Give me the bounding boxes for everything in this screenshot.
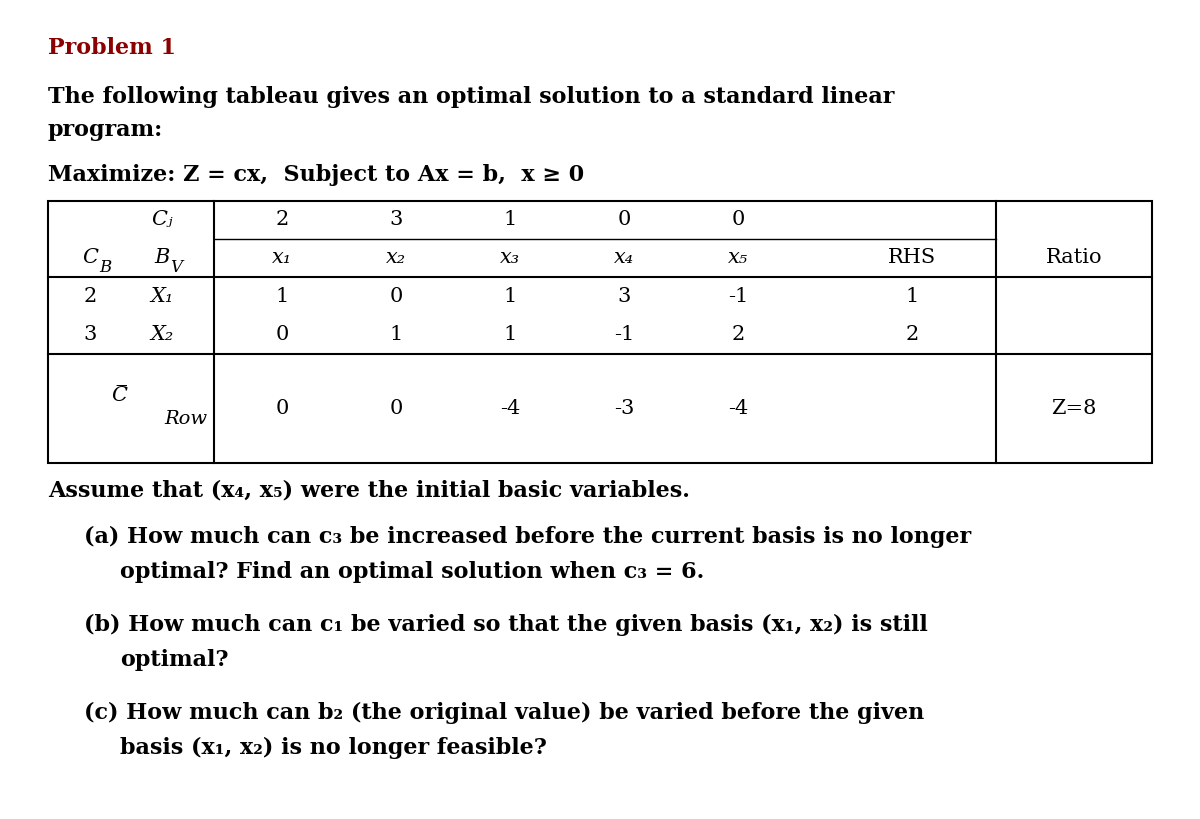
- Text: C: C: [82, 248, 98, 268]
- Text: 3: 3: [389, 210, 403, 229]
- Text: -1: -1: [614, 325, 634, 344]
- Text: B: B: [100, 260, 112, 276]
- Text: -4: -4: [728, 399, 748, 418]
- Text: 0: 0: [275, 399, 289, 418]
- Text: 1: 1: [503, 325, 517, 344]
- Text: 1: 1: [503, 210, 517, 229]
- Text: Cⱼ: Cⱼ: [151, 210, 173, 229]
- Text: 2: 2: [275, 210, 289, 229]
- Text: 2: 2: [83, 287, 97, 305]
- Text: Assume that (x₄, x₅) were the initial basic variables.: Assume that (x₄, x₅) were the initial ba…: [48, 479, 690, 501]
- Text: Problem 1: Problem 1: [48, 37, 176, 59]
- Text: (b) How much can c₁ be varied so that the given basis (x₁, x₂) is still: (b) How much can c₁ be varied so that th…: [84, 614, 928, 636]
- Text: optimal? Find an optimal solution when c₃ = 6.: optimal? Find an optimal solution when c…: [120, 561, 704, 583]
- Text: 1: 1: [503, 287, 517, 305]
- Text: -4: -4: [500, 399, 520, 418]
- Text: -1: -1: [728, 287, 748, 305]
- Bar: [48, 201, 1152, 463]
- Text: x₄: x₄: [614, 248, 634, 268]
- Text: 0: 0: [617, 210, 631, 229]
- Text: X₁: X₁: [150, 287, 174, 305]
- Text: 0: 0: [731, 210, 745, 229]
- Text: x₁: x₁: [272, 248, 292, 268]
- Text: V: V: [170, 260, 182, 276]
- Text: optimal?: optimal?: [120, 649, 228, 671]
- Text: 3: 3: [617, 287, 631, 305]
- Text: Row: Row: [164, 410, 208, 428]
- Text: The following tableau gives an optimal solution to a standard linear: The following tableau gives an optimal s…: [48, 86, 894, 108]
- Text: 0: 0: [389, 399, 403, 418]
- Text: program:: program:: [48, 119, 163, 141]
- Text: 0: 0: [275, 325, 289, 344]
- Text: B: B: [155, 248, 169, 268]
- Text: 1: 1: [905, 287, 919, 305]
- Text: x₂: x₂: [386, 248, 406, 268]
- Text: 1: 1: [389, 325, 403, 344]
- Text: x₃: x₃: [500, 248, 520, 268]
- Text: Ratio: Ratio: [1045, 248, 1103, 268]
- Text: 3: 3: [83, 325, 97, 344]
- Text: (c) How much can b₂ (the original value) be varied before the given: (c) How much can b₂ (the original value)…: [84, 702, 924, 724]
- Text: 0: 0: [389, 287, 403, 305]
- Text: -3: -3: [614, 399, 634, 418]
- Text: 2: 2: [731, 325, 745, 344]
- Text: RHS: RHS: [888, 248, 936, 268]
- Text: C̅: C̅: [110, 387, 127, 405]
- Text: (a) How much can c₃ be increased before the current basis is no longer: (a) How much can c₃ be increased before …: [84, 526, 971, 548]
- Text: Maximize: Z = cx,  Subject to Ax = b,  x ≥ 0: Maximize: Z = cx, Subject to Ax = b, x ≥…: [48, 164, 584, 186]
- Text: 1: 1: [275, 287, 289, 305]
- Text: basis (x₁, x₂) is no longer feasible?: basis (x₁, x₂) is no longer feasible?: [120, 737, 547, 759]
- Text: 2: 2: [905, 325, 919, 344]
- Text: X₂: X₂: [150, 325, 174, 344]
- Text: Z=8: Z=8: [1051, 399, 1097, 418]
- Text: x₅: x₅: [728, 248, 748, 268]
